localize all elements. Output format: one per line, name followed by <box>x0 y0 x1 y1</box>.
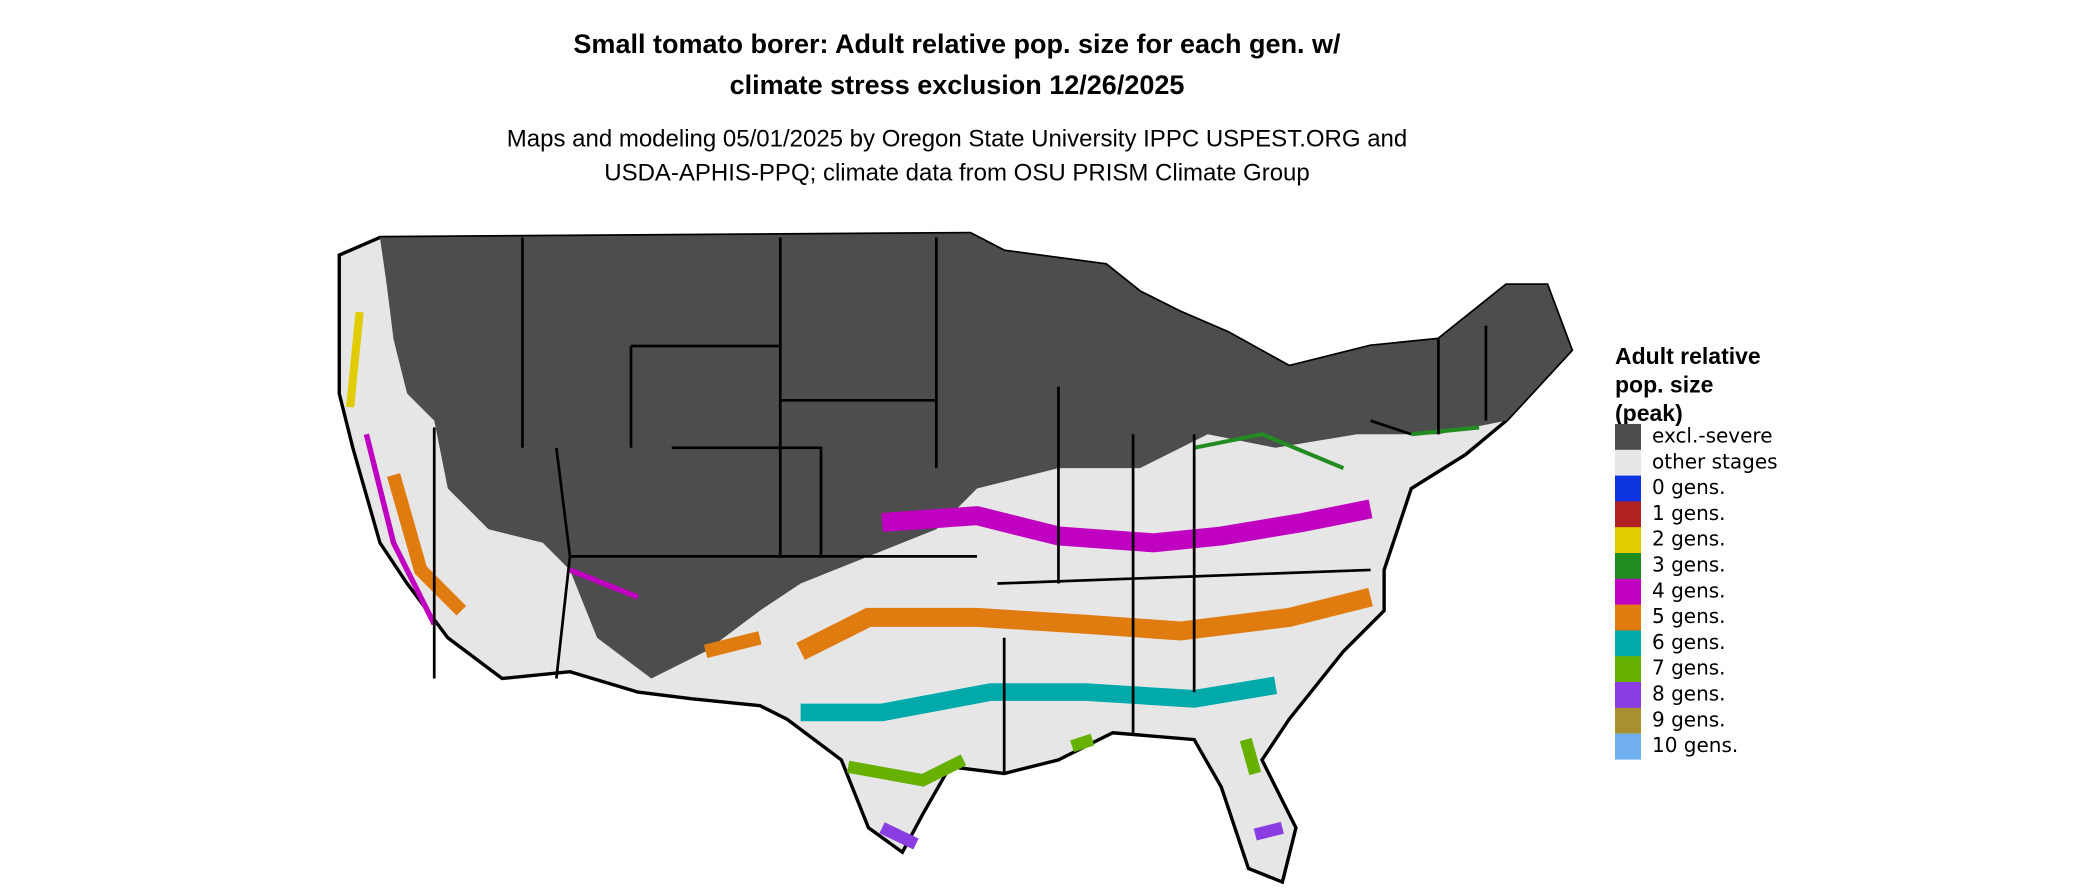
legend-title: pop. size <box>1615 372 1713 398</box>
legend-label: 0 gens. <box>1652 475 1726 499</box>
legend-label: 4 gens. <box>1652 578 1726 602</box>
legend-label: 8 gens. <box>1652 682 1726 706</box>
band <box>1193 425 1480 471</box>
legend-title: (peak) <box>1615 400 1683 426</box>
map <box>337 231 1574 885</box>
legend-swatch <box>1615 501 1641 528</box>
band <box>387 473 762 658</box>
state-lines <box>432 237 1488 774</box>
legend-label: 6 gens. <box>1652 630 1726 654</box>
legend-swatch <box>1615 707 1641 734</box>
legend-label: 10 gens. <box>1652 733 1738 757</box>
subtitle: USDA-APHIS-PPQ; climate data from OSU PR… <box>604 159 1310 186</box>
legend-swatch <box>1615 424 1641 450</box>
band <box>879 821 1284 850</box>
band <box>363 433 639 626</box>
band <box>796 587 1373 660</box>
band <box>847 733 1262 787</box>
title: Small tomato borer: Adult relative pop. … <box>573 29 1341 59</box>
legend-swatch <box>1615 527 1641 554</box>
legend-swatch <box>1615 630 1641 657</box>
band <box>800 676 1278 722</box>
legend-label: 9 gens. <box>1652 707 1726 731</box>
legend-swatch <box>1615 682 1641 708</box>
legend-swatch <box>1615 733 1641 760</box>
legend-swatch <box>1615 449 1641 476</box>
title: climate stress exclusion 12/26/2025 <box>730 70 1185 100</box>
legend-label: 1 gens. <box>1652 501 1726 525</box>
legend-label: 3 gens. <box>1652 553 1726 577</box>
legend-label: 5 gens. <box>1652 604 1726 628</box>
legend-title: Adult relative <box>1615 343 1761 369</box>
legend-swatch <box>1615 578 1641 605</box>
legend: Adult relative pop. size(peak)excl.-sever… <box>1615 343 1778 760</box>
legend-swatch <box>1615 656 1641 683</box>
band <box>346 311 364 408</box>
legend-label: 7 gens. <box>1652 656 1726 680</box>
band <box>881 499 1373 553</box>
subtitle: Maps and modeling 05/01/2025 by Oregon S… <box>507 125 1407 152</box>
legend-label: 2 gens. <box>1652 527 1726 551</box>
legend-swatch <box>1615 553 1641 579</box>
legend-label: other stages <box>1652 449 1778 473</box>
legend-label: excl.-severe <box>1652 424 1773 448</box>
legend-swatch <box>1615 604 1641 631</box>
excluded-area <box>379 233 1572 679</box>
legend-swatch <box>1615 475 1641 502</box>
